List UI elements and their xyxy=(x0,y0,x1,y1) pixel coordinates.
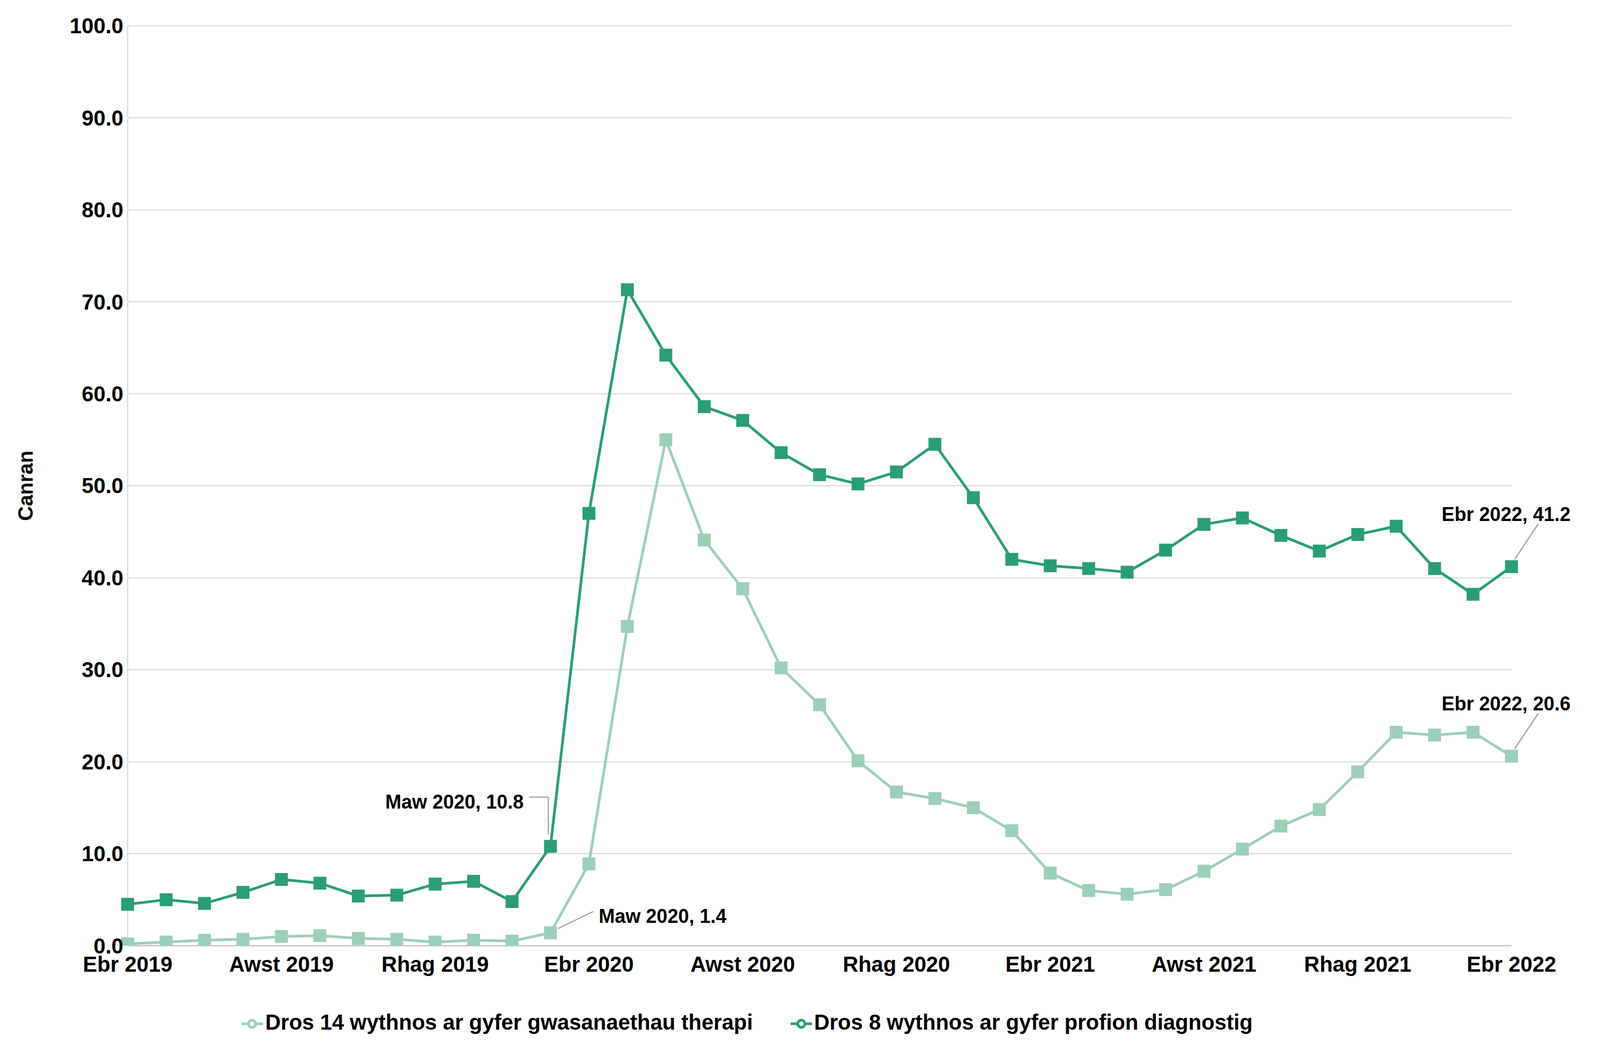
svg-text:50.0: 50.0 xyxy=(81,473,124,498)
svg-text:Maw 2020, 10.8: Maw 2020, 10.8 xyxy=(385,790,524,813)
svg-text:Maw 2020, 1.4: Maw 2020, 1.4 xyxy=(598,904,727,927)
svg-text:Awst 2021: Awst 2021 xyxy=(1151,952,1257,976)
svg-text:Ebr 2020: Ebr 2020 xyxy=(544,952,634,976)
svg-text:Canran: Canran xyxy=(14,450,38,521)
svg-text:80.0: 80.0 xyxy=(81,197,124,222)
svg-text:90.0: 90.0 xyxy=(81,106,124,130)
svg-text:Rhag 2021: Rhag 2021 xyxy=(1303,952,1412,976)
html-text:Dros 8 wythnos ar gyfer profio: Dros 8 wythnos ar gyfer profion diagnost… xyxy=(814,1009,1253,1034)
svg-text:Ebr 2022: Ebr 2022 xyxy=(1466,952,1557,976)
svg-text:10.0: 10.0 xyxy=(81,841,124,866)
svg-text:70.0: 70.0 xyxy=(81,290,124,314)
svg-text:0.0: 0.0 xyxy=(93,933,124,958)
svg-text:40.0: 40.0 xyxy=(81,565,124,590)
svg-text:100.0: 100.0 xyxy=(69,13,124,38)
svg-text:20.0: 20.0 xyxy=(81,749,124,774)
html-text:Dros 14 wythnos ar gyfer gwasa: Dros 14 wythnos ar gyfer gwasanaethau th… xyxy=(265,1009,753,1034)
svg-text:Awst 2020: Awst 2020 xyxy=(690,952,795,976)
svg-text:30.0: 30.0 xyxy=(81,657,124,682)
svg-text:Ebr 2021: Ebr 2021 xyxy=(1005,952,1096,976)
svg-text:60.0: 60.0 xyxy=(81,381,124,406)
svg-text:Awst 2019: Awst 2019 xyxy=(229,952,334,976)
svg-text:Rhag 2020: Rhag 2020 xyxy=(842,952,950,976)
svg-text:Rhag 2019: Rhag 2019 xyxy=(381,952,489,976)
svg-text:Ebr 2019: Ebr 2019 xyxy=(82,952,173,976)
svg-text:Ebr 2022, 20.6: Ebr 2022, 20.6 xyxy=(1441,692,1571,715)
svg-text:Ebr 2022, 41.2: Ebr 2022, 41.2 xyxy=(1441,503,1571,526)
